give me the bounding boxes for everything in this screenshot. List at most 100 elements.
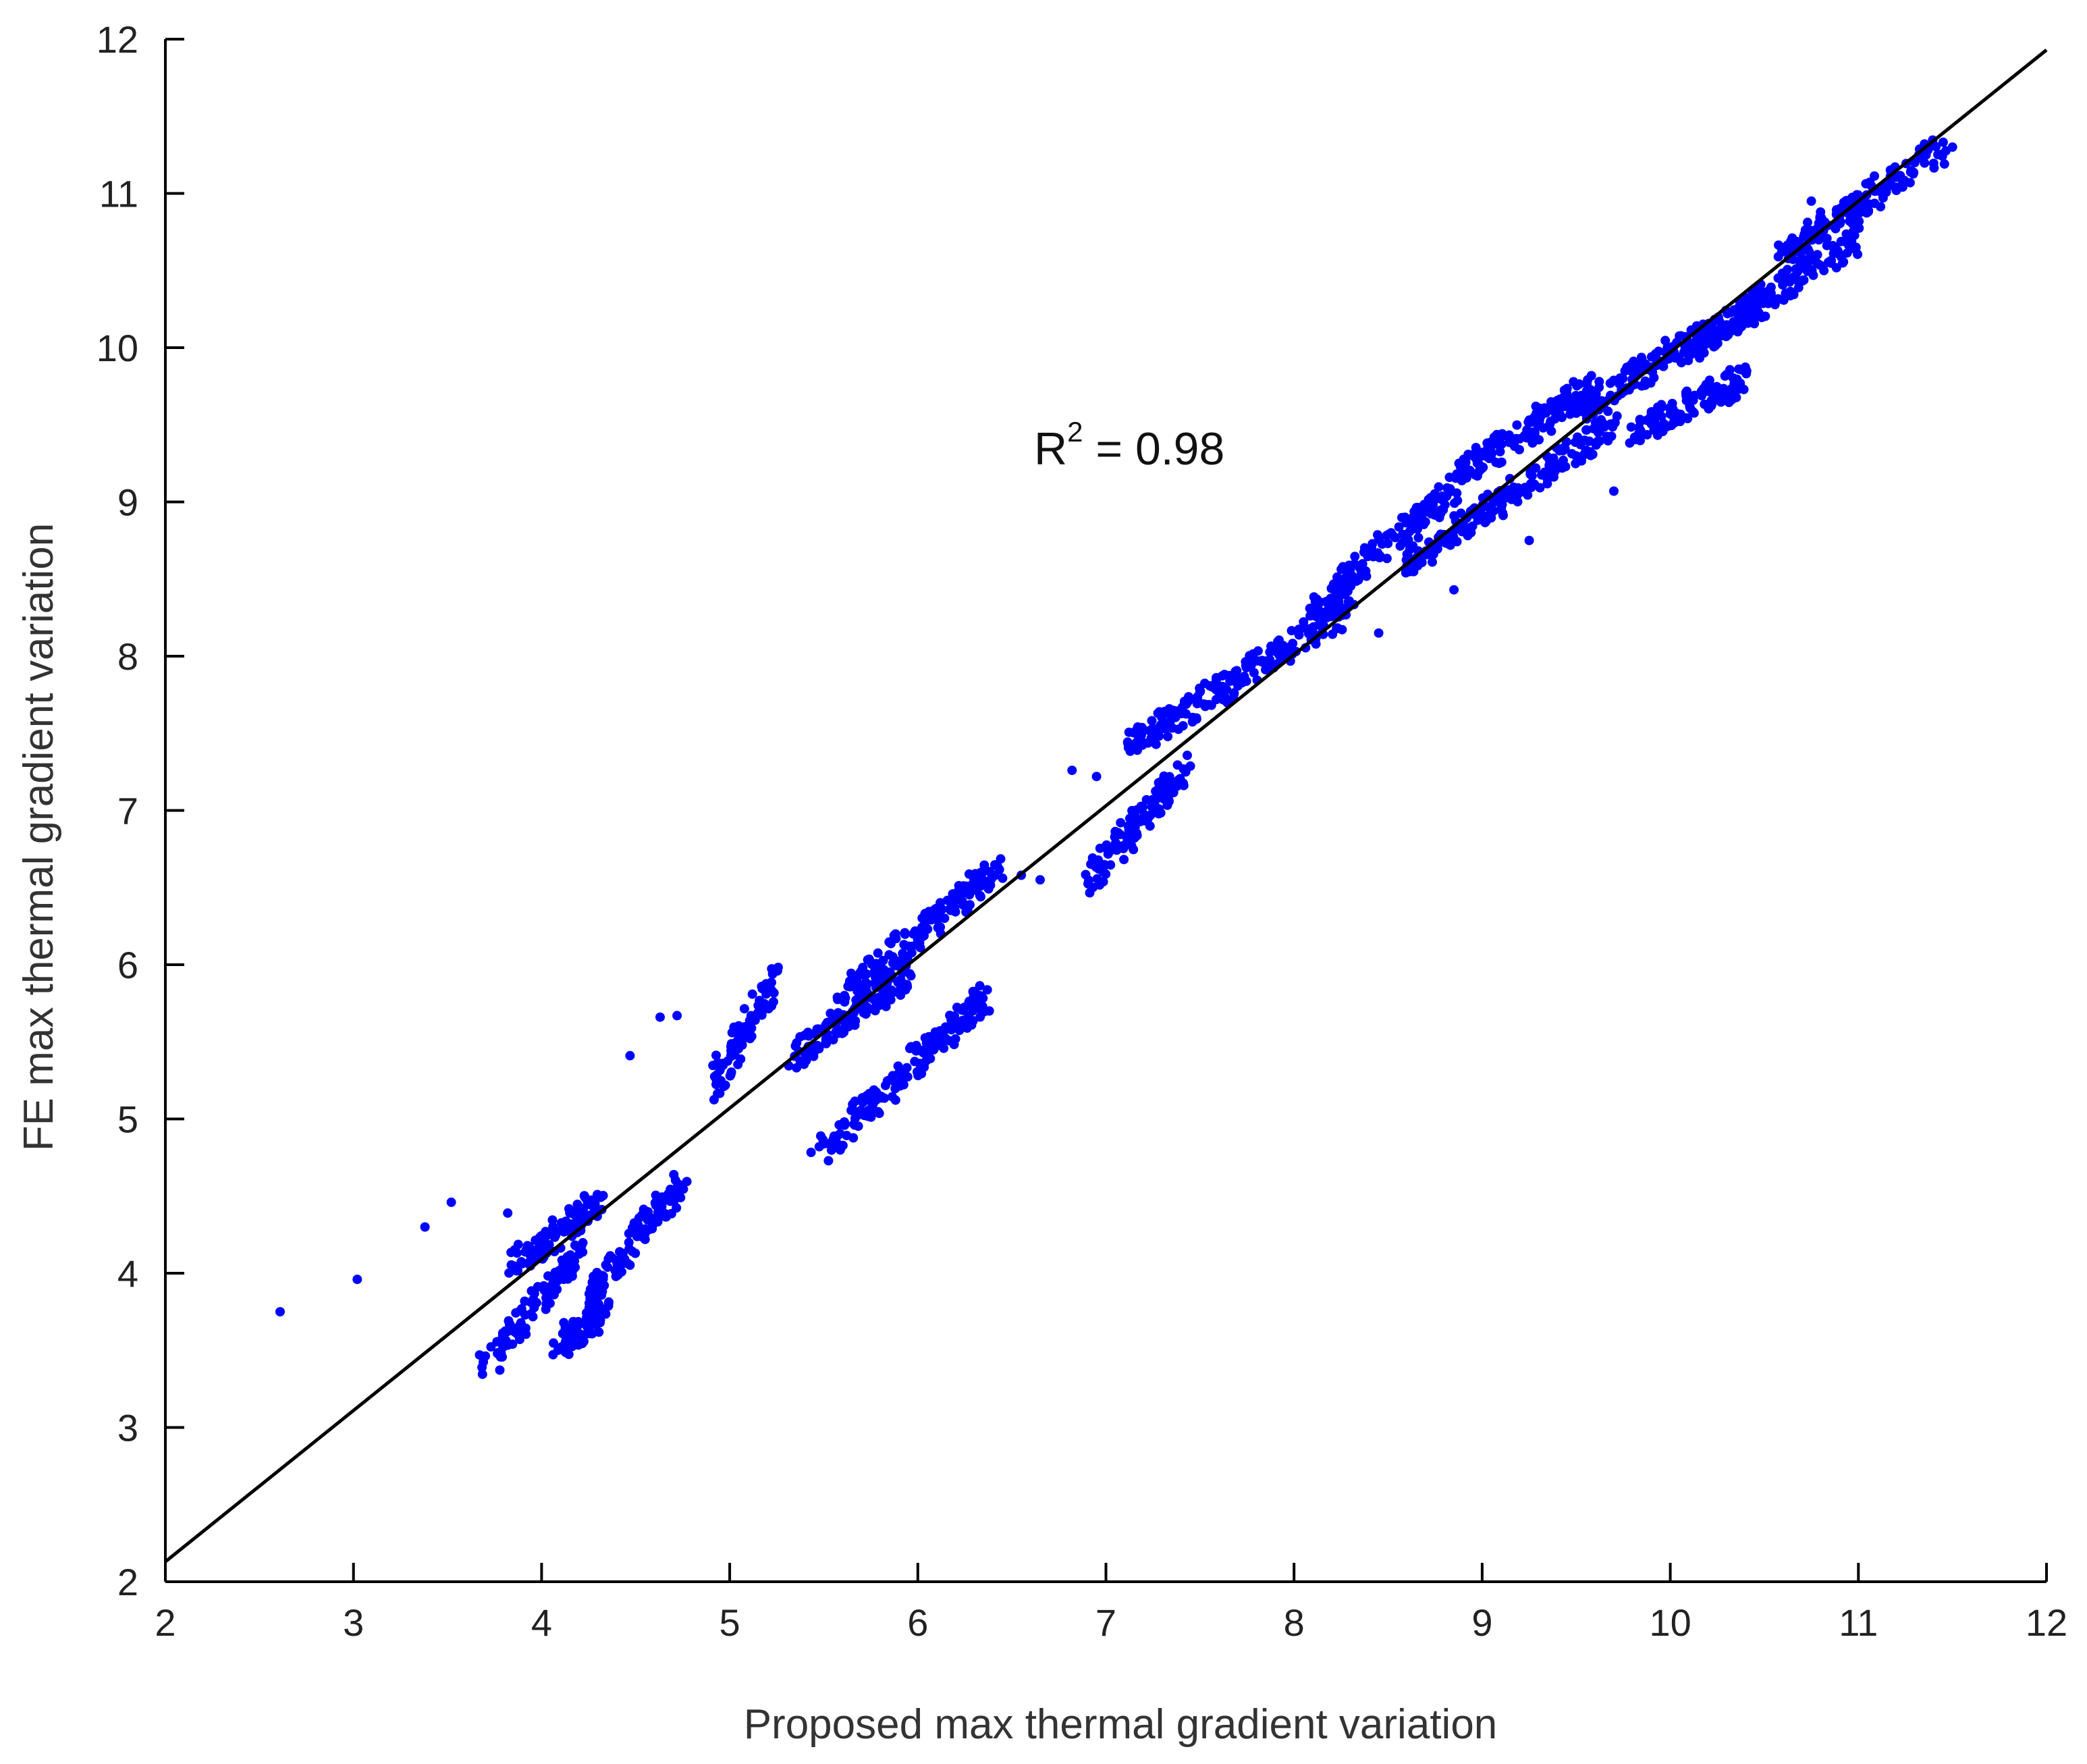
data-point — [630, 1248, 641, 1258]
x-tick-label: 12 — [2026, 1601, 2067, 1644]
data-point — [719, 1081, 729, 1092]
data-point — [1509, 482, 1519, 492]
data-point — [1137, 730, 1146, 740]
data-point — [984, 1006, 994, 1016]
data-point — [1534, 435, 1544, 445]
x-axis-title: Proposed max thermal gradient variation — [744, 1701, 1498, 1748]
data-point — [1081, 870, 1091, 880]
data-point — [762, 987, 772, 997]
data-point — [1249, 668, 1259, 678]
data-point — [1507, 436, 1517, 446]
data-point — [1299, 617, 1309, 627]
data-point — [1125, 746, 1135, 756]
data-point — [1498, 510, 1508, 520]
data-point — [1572, 381, 1582, 391]
data-point — [1153, 730, 1163, 740]
ticks: 2 3 4 5 6 7 8 9 10 11 12 2 3 4 5 6 7 8 9 10 11 12 — [97, 18, 2067, 1644]
data-point — [1523, 490, 1533, 500]
data-point — [873, 948, 883, 958]
data-point — [1191, 713, 1201, 723]
data-point — [880, 990, 890, 1000]
data-point — [842, 1020, 852, 1030]
data-point — [1405, 566, 1415, 577]
data-point — [1883, 180, 1893, 189]
data-point — [566, 1338, 576, 1348]
data-point — [799, 1059, 809, 1069]
data-point — [1173, 724, 1183, 734]
data-point — [1810, 255, 1819, 265]
data-point — [512, 1248, 522, 1258]
data-point — [1288, 639, 1298, 649]
data-point — [1463, 531, 1473, 541]
data-point — [1831, 263, 1841, 273]
data-point — [528, 1294, 539, 1304]
data-point — [1172, 781, 1182, 791]
data-point — [917, 922, 927, 932]
data-point — [1559, 385, 1569, 395]
y-tick-label: 6 — [117, 944, 138, 986]
data-point — [1581, 389, 1592, 399]
data-point — [497, 1331, 508, 1341]
data-point — [1524, 415, 1534, 425]
data-point — [1486, 449, 1496, 459]
data-point — [1779, 244, 1789, 255]
data-point — [1937, 151, 1947, 161]
data-point — [549, 1287, 560, 1296]
data-point — [1545, 405, 1555, 415]
data-point — [900, 928, 910, 938]
data-point — [1535, 483, 1545, 493]
r-squared-annotation: R2 = 0.98 — [1034, 416, 1224, 475]
data-point — [529, 1303, 539, 1313]
data-point — [1712, 338, 1723, 348]
data-point — [1228, 674, 1238, 685]
data-point — [655, 1012, 665, 1022]
data-points — [275, 135, 1957, 1379]
data-point — [939, 1043, 949, 1053]
data-point — [1145, 821, 1155, 831]
data-point — [812, 1024, 822, 1034]
data-point — [549, 1232, 560, 1241]
data-point — [993, 861, 1003, 872]
data-point — [1156, 793, 1166, 803]
data-point — [607, 1253, 617, 1263]
data-point — [1420, 517, 1430, 527]
x-tick-label: 6 — [907, 1601, 928, 1644]
data-point — [1701, 379, 1711, 390]
data-point — [1635, 435, 1645, 446]
data-point — [726, 1046, 736, 1056]
data-point — [948, 889, 958, 899]
data-point — [1136, 814, 1145, 824]
data-point — [531, 1235, 541, 1246]
data-point — [1133, 722, 1143, 732]
data-point — [825, 1009, 836, 1019]
data-point — [584, 1329, 594, 1339]
data-point — [1172, 706, 1183, 716]
data-point — [1855, 205, 1866, 215]
data-point — [980, 879, 990, 889]
data-point — [1160, 724, 1170, 734]
data-point — [1681, 390, 1691, 400]
data-point — [1315, 597, 1325, 607]
data-point — [900, 1066, 909, 1075]
data-point — [1164, 705, 1174, 716]
data-point — [1735, 322, 1745, 332]
data-point — [1183, 750, 1192, 760]
data-point — [1473, 515, 1483, 525]
data-point — [676, 1180, 686, 1190]
r-squared-superscript: 2 — [1067, 416, 1083, 448]
data-point — [1431, 508, 1441, 518]
data-point — [1482, 438, 1492, 448]
data-point — [1334, 587, 1344, 597]
data-point — [1669, 351, 1679, 361]
data-point — [1525, 466, 1536, 477]
data-point — [1683, 342, 1693, 352]
data-point — [1626, 422, 1636, 432]
data-point — [1253, 646, 1263, 656]
data-point — [1688, 406, 1698, 417]
axes — [164, 39, 2047, 1583]
data-point — [1190, 695, 1200, 705]
data-point — [584, 1298, 594, 1308]
data-point — [1111, 838, 1120, 848]
data-point — [964, 869, 974, 879]
data-point — [821, 1038, 831, 1048]
